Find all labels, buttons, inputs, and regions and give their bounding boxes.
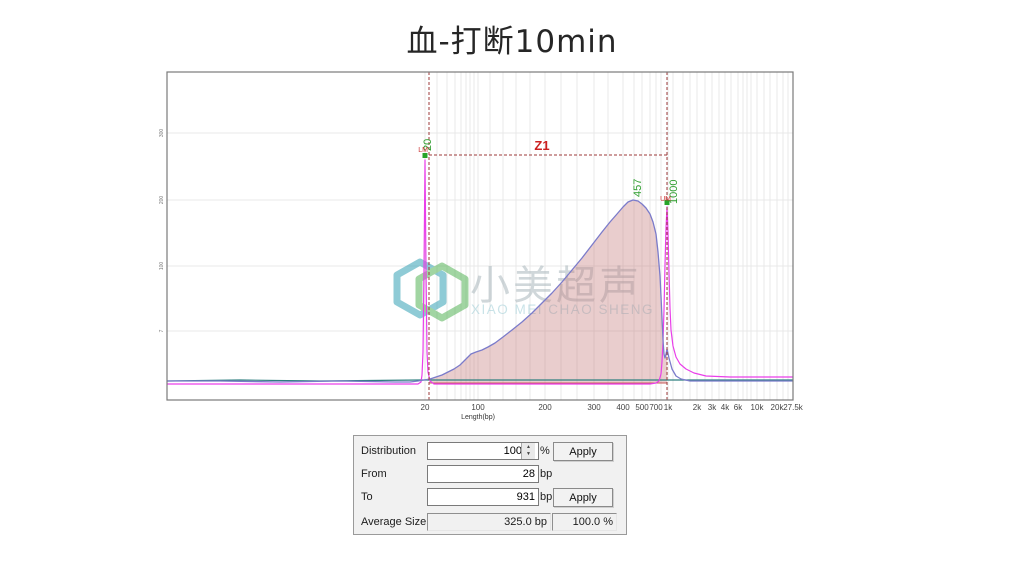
axis-layer: 20 100 200 300 400 500 700 1k 2k 3k 4k 6k 10k 20k 27.5… xyxy=(159,129,804,412)
to-label: To xyxy=(361,491,373,503)
annotations: 20 LM 457 1000 UM Z1 Length(bp) xyxy=(418,138,680,421)
y-tick-label: 7 xyxy=(159,329,165,332)
from-input[interactable] xyxy=(427,465,539,483)
lower-marker-tag: LM xyxy=(418,147,428,154)
plot-frame xyxy=(166,71,794,401)
x-tick-label: 20k xyxy=(771,403,785,412)
watermark: 小美超声 XIAO MEI CHAO SHENG xyxy=(393,258,654,322)
from-unit: bp xyxy=(540,468,553,480)
distribution-spinner[interactable]: ▲ ▼ xyxy=(521,443,535,459)
logo-hexagon-green xyxy=(415,262,469,322)
distribution-apply-button[interactable]: Apply xyxy=(553,442,613,461)
x-tick-label: 2k xyxy=(693,403,702,412)
from-label: From xyxy=(361,468,387,480)
distribution-unit: % xyxy=(540,445,550,457)
x-tick-label: 20 xyxy=(421,403,430,412)
region-z1-label: Z1 xyxy=(534,138,549,153)
x-tick-label: 6k xyxy=(734,403,743,412)
watermark-logo-icon xyxy=(393,258,469,322)
watermark-en-text: XIAO MEI CHAO SHENG xyxy=(471,302,654,317)
distribution-row: Distribution ▲ ▼ % Apply xyxy=(354,441,626,461)
y-tick-label: 200 xyxy=(159,196,165,205)
x-tick-label: 10k xyxy=(751,403,765,412)
watermark-cn-text: 小美超声 xyxy=(470,264,642,308)
spinner-down-icon[interactable]: ▼ xyxy=(526,451,531,457)
average-size-percent: 100.0 % xyxy=(552,513,617,531)
distribution-label: Distribution xyxy=(361,445,417,457)
to-input[interactable] xyxy=(427,488,539,506)
to-unit: bp xyxy=(540,491,553,503)
average-size-value: 325.0 bp xyxy=(427,513,551,531)
x-tick-label: 700 xyxy=(649,403,663,412)
spinner-up-icon[interactable]: ▲ xyxy=(526,444,531,450)
y-tick-label: 100 xyxy=(159,262,165,271)
sample-peak-size-label: 457 xyxy=(632,179,644,197)
average-size-row: Average Size 325.0 bp 100.0 % xyxy=(354,512,626,532)
to-apply-button[interactable]: Apply xyxy=(553,488,613,507)
average-size-label: Average Size xyxy=(361,516,427,528)
x-tick-label: 100 xyxy=(471,403,485,412)
distribution-input[interactable] xyxy=(427,442,539,460)
distribution-panel: Distribution ▲ ▼ % Apply From bp To bp A… xyxy=(353,435,627,535)
lower-marker-size-label: 20 xyxy=(422,139,434,151)
x-tick-label: 3k xyxy=(708,403,717,412)
x-tick-label: 200 xyxy=(538,403,552,412)
gridlines xyxy=(167,72,794,400)
region-layer[interactable] xyxy=(422,72,670,400)
y-tick-label: 300 xyxy=(159,129,165,138)
logo-hexagon-teal xyxy=(393,258,447,319)
page-title: 血-打断10min xyxy=(406,24,618,60)
sample-trace xyxy=(167,199,793,383)
x-tick-label: 1k xyxy=(664,403,673,412)
x-tick-label: 4k xyxy=(721,403,730,412)
upper-marker-tag: UM xyxy=(660,196,671,203)
x-tick-label: 27.5k xyxy=(783,403,804,412)
marker-trace xyxy=(167,159,793,385)
trace-layer xyxy=(166,159,793,385)
smear-fill-area xyxy=(429,200,667,383)
x-tick-label: 400 xyxy=(616,403,630,412)
marker-square-icon xyxy=(422,153,428,158)
to-row: To bp Apply xyxy=(354,487,626,507)
plot-frame-layer xyxy=(166,71,794,401)
upper-marker-size-label: 1000 xyxy=(668,180,680,204)
x-axis-title: Length(bp) xyxy=(461,414,495,421)
x-tick-label: 500 xyxy=(635,403,649,412)
from-row: From bp xyxy=(354,464,626,484)
x-tick-label: 300 xyxy=(587,403,601,412)
marker-square-icon xyxy=(664,200,670,205)
